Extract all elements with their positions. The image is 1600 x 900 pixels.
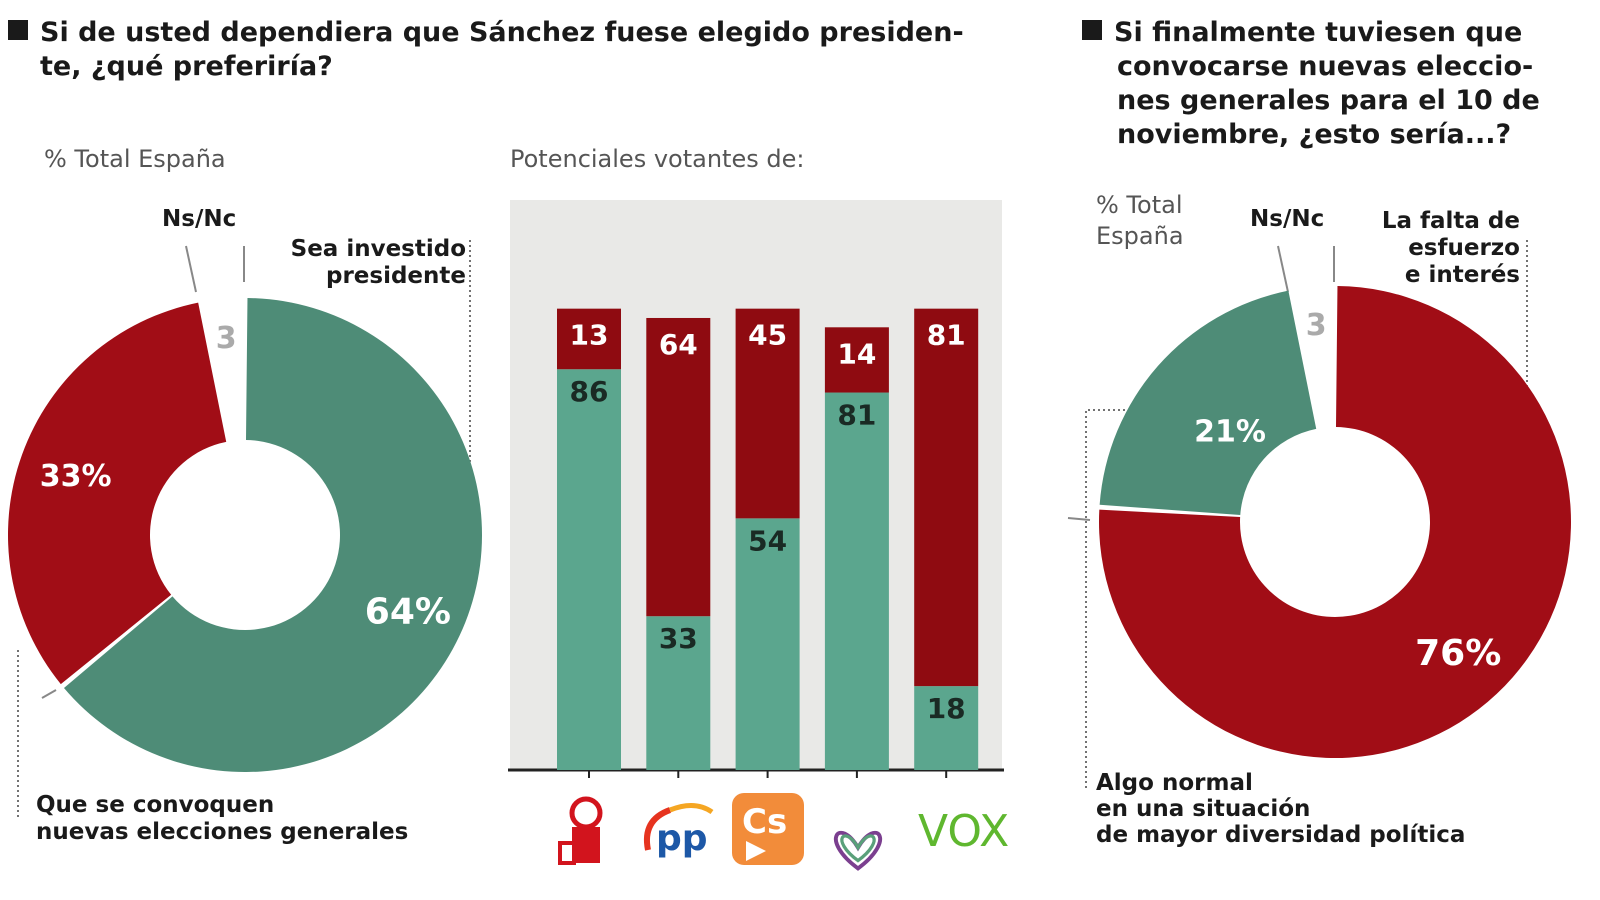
right-subtitle: % Total España — [1096, 190, 1184, 252]
bar-segment-green — [914, 686, 979, 770]
bar-segment-green — [557, 369, 621, 770]
slice-label: 64% — [365, 592, 451, 633]
bar-value-label: 33 — [659, 622, 698, 655]
title-line: nes generales para el 10 de — [1117, 85, 1540, 116]
slice-label: 21% — [1194, 414, 1266, 449]
label-line: presidente — [325, 263, 466, 289]
slice-label: 76% — [1415, 633, 1501, 674]
bullet-square-icon — [8, 20, 28, 40]
svg-text:Cs: Cs — [742, 802, 787, 842]
title-line: Si finalmente tuviesen que — [1114, 17, 1523, 48]
bar-value-label: 64 — [659, 328, 698, 361]
label-line: Sea investido — [290, 236, 466, 262]
slice-label: 3 — [216, 321, 237, 356]
bar-segment-red — [557, 308, 621, 370]
label-elecciones: Que se convoquen nuevas elecciones genera… — [36, 792, 408, 846]
svg-text:pp: pp — [656, 818, 708, 859]
bullet-square-icon — [1082, 20, 1102, 40]
bar-segment-red — [914, 308, 979, 687]
bars-subtitle: Potenciales votantes de: — [510, 145, 805, 173]
donut-slice — [63, 298, 483, 773]
cs-logo: Cs — [732, 793, 804, 865]
donut-chart-left: 64% 33% 3 — [8, 298, 483, 773]
slice-label: 33% — [40, 459, 112, 494]
bar-value-label: 86 — [570, 375, 609, 408]
subtitle-line: España — [1096, 222, 1184, 250]
bar-segment-red — [824, 327, 889, 393]
stacked-bar-chart: 86 13 33 64 54 45 81 14 18 81 — [508, 200, 1004, 778]
title-line: noviembre, ¿esto sería...? — [1117, 119, 1512, 150]
podemos-logo — [834, 830, 882, 871]
title-line: te, ¿qué preferiría? — [40, 51, 333, 82]
bar-value-label: 13 — [570, 319, 609, 352]
leader-lines — [41, 245, 1335, 699]
label-line: esfuerzo — [1408, 235, 1520, 261]
donut-chart-right: 76% 21% 3 — [1099, 286, 1571, 758]
donut-slice — [1099, 286, 1571, 758]
label-line: en una situación — [1096, 796, 1311, 822]
psoe-logo — [558, 796, 603, 865]
bar-value-label: 14 — [837, 337, 876, 370]
label-line: La falta de — [1381, 208, 1520, 234]
bar-segment-green — [646, 616, 711, 770]
bar-value-label: 81 — [927, 319, 966, 352]
bar-segment-green — [824, 392, 889, 770]
pp-logo: pp — [644, 803, 714, 859]
left-title: Si de usted dependiera que Sánchez fuese… — [8, 16, 964, 84]
bar-value-label: 81 — [837, 399, 876, 432]
title-line: Si de usted dependiera que Sánchez fuese… — [40, 17, 964, 48]
subtitle-line: % Total — [1096, 191, 1183, 219]
bar-segment-red — [646, 317, 711, 617]
bar-value-label: 45 — [748, 319, 787, 352]
bar-value-label: 18 — [927, 692, 966, 725]
label-line: de mayor diversidad política — [1096, 822, 1466, 848]
right-title: Si finalmente tuviesen que convocarse nu… — [1082, 16, 1540, 152]
bar-segment-green — [735, 518, 800, 770]
nsnc-label: Ns/Nc — [162, 206, 237, 232]
label-falta: La falta de esfuerzo e interés — [1382, 208, 1520, 289]
bar-value-label: 54 — [748, 524, 787, 557]
nsnc-label: Ns/Nc — [1250, 206, 1325, 232]
donut-slice — [8, 302, 227, 685]
label-line: nuevas elecciones generales — [36, 819, 409, 845]
bar-segment-red — [735, 308, 800, 519]
label-normal: Algo normal en una situación de mayor dive… — [1096, 770, 1465, 848]
slice-label: 3 — [1306, 308, 1327, 343]
donut-slice — [1099, 290, 1317, 516]
label-line: e interés — [1404, 262, 1520, 288]
left-subtitle: % Total España — [44, 145, 226, 173]
title-line: convocarse nuevas eleccio- — [1117, 51, 1534, 82]
label-line: Que se convoquen — [36, 792, 275, 818]
vox-logo: VOX — [918, 806, 1009, 857]
label-line: Algo normal — [1096, 770, 1253, 796]
label-investido: Sea investido presidente — [291, 236, 466, 290]
